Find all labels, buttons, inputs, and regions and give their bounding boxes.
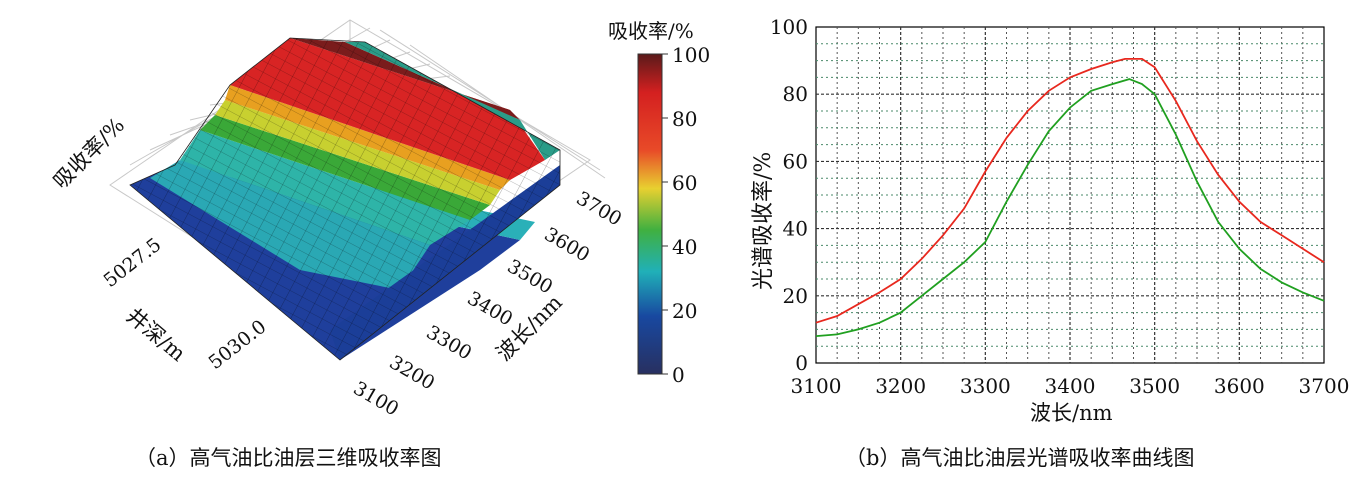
- colorbar-tick-label: 100: [672, 43, 710, 67]
- series-line-2: [815, 78, 1325, 337]
- colorbar: 吸收率/% 100 80 60 40 20 0: [608, 19, 710, 387]
- depth-tick: 5027.5: [100, 234, 166, 292]
- colorbar-tick-label: 20: [672, 299, 697, 323]
- colorbar-tick-label: 0: [672, 363, 685, 387]
- y-axis-label: 光谱吸收率/%: [751, 152, 776, 290]
- y-tick-label: 100: [770, 15, 808, 39]
- series-line-1: [815, 58, 1325, 324]
- wl-tick: 3400: [464, 287, 517, 330]
- panel-b-line-chart: 3100 3200 3300 3400 3500 3600 3700 100 80 60 40 20…: [751, 15, 1349, 470]
- y-tick-labels: 100 80 60 40 20 0: [770, 15, 808, 375]
- grid: [816, 27, 1324, 363]
- x-tick-label: 3100: [791, 374, 842, 398]
- wl-tick: 3100: [350, 377, 403, 420]
- x-tick-label: 3700: [1299, 374, 1350, 398]
- x-tick-label: 3600: [1214, 374, 1265, 398]
- wl-tick: 3700: [573, 187, 626, 230]
- wl-tick: 3600: [541, 223, 594, 266]
- depth-axis-label: 井深/m: [122, 303, 190, 366]
- wl-tick: 3200: [386, 351, 439, 394]
- colorbar-title: 吸收率/%: [608, 19, 694, 43]
- x-axis-label: 波长/nm: [1030, 401, 1113, 425]
- x-tick-label: 3400: [1045, 374, 1096, 398]
- y-tick-label: 0: [795, 351, 808, 375]
- z-axis-label: 吸收率/%: [49, 113, 130, 194]
- x-tick-labels: 3100 3200 3300 3400 3500 3600 3700: [791, 374, 1350, 398]
- surface-mesh: [129, 37, 561, 361]
- depth-tick: 5030.0: [205, 316, 271, 374]
- colorbar-gradient: [637, 53, 663, 375]
- wl-tick: 3300: [423, 321, 476, 364]
- y-tick-label: 60: [783, 149, 808, 173]
- caption-a: （a）高气油比油层三维吸收率图: [135, 446, 442, 470]
- panel-a-3d-surface: 5027.5 5030.0 井深/m 3100 3200 3300 3400 3…: [49, 19, 711, 470]
- colorbar-tick-label: 40: [672, 235, 697, 259]
- y-tick-label: 20: [783, 284, 808, 308]
- colorbar-tick-label: 80: [672, 107, 697, 131]
- x-tick-label: 3200: [875, 374, 926, 398]
- series-lines: [815, 58, 1325, 337]
- x-tick-label: 3300: [960, 374, 1011, 398]
- colorbar-tick-label: 60: [672, 171, 697, 195]
- caption-b: （b）高气油比油层光谱吸收率曲线图: [845, 446, 1194, 470]
- y-tick-label: 40: [783, 217, 808, 241]
- y-tick-label: 80: [783, 82, 808, 106]
- colorbar-ticks: 100 80 60 40 20 0: [662, 43, 710, 387]
- x-tick-label: 3500: [1129, 374, 1180, 398]
